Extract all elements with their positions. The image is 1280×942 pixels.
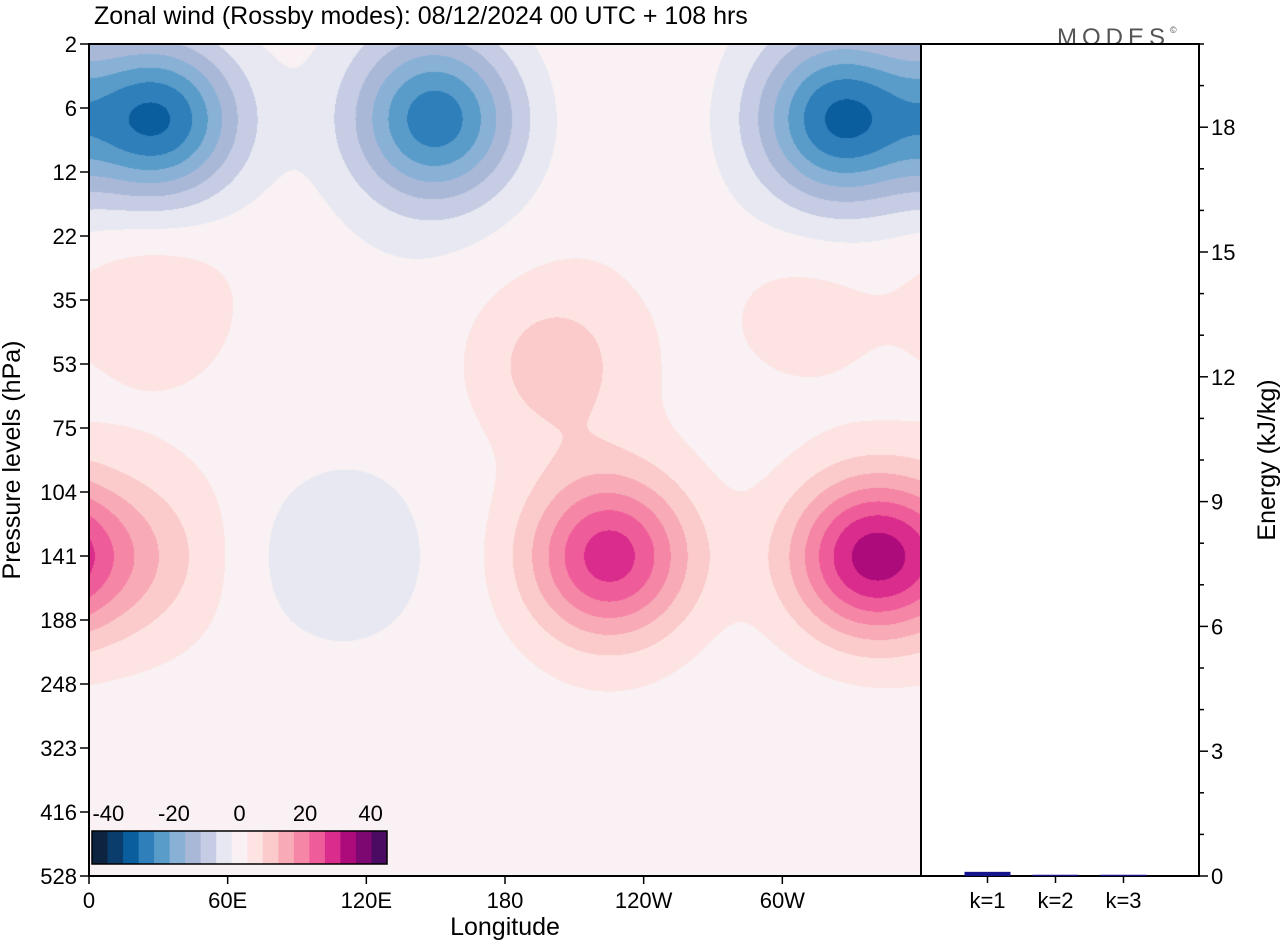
colorbar-cell bbox=[278, 831, 295, 864]
pressure-tick-label: 6 bbox=[65, 96, 77, 121]
energy-bar bbox=[964, 871, 1011, 876]
colorbar-cell bbox=[371, 831, 388, 864]
longitude-tick-label: 60W bbox=[760, 888, 805, 913]
pressure-tick-label: 2 bbox=[65, 32, 77, 57]
colorbar-cell bbox=[231, 831, 248, 864]
energy-tick-label: 15 bbox=[1211, 240, 1235, 265]
pressure-tick-label: 248 bbox=[40, 672, 77, 697]
pressure-tick-label: 35 bbox=[53, 288, 77, 313]
pressure-tick-label: 104 bbox=[40, 480, 77, 505]
zonal-wind-field bbox=[89, 44, 921, 876]
pressure-tick-label: 416 bbox=[40, 800, 77, 825]
colorbar-tick-label: 40 bbox=[358, 801, 382, 826]
pressure-tick-label: 75 bbox=[53, 416, 77, 441]
colorbar-tick-label: -20 bbox=[158, 801, 190, 826]
energy-categories: k=1 k=2 k=3 bbox=[969, 876, 1142, 913]
colorbar-cell bbox=[123, 831, 140, 864]
x-axis-label: Longitude bbox=[450, 913, 560, 941]
colorbar-tick-labels: -40 -20 0 20 40 bbox=[92, 801, 382, 826]
energy-tick-label: 0 bbox=[1211, 864, 1223, 889]
chart-title: Zonal wind (Rossby modes): 08/12/2024 00… bbox=[94, 2, 748, 30]
pressure-tick-label: 141 bbox=[40, 544, 77, 569]
category-label: k=3 bbox=[1105, 888, 1141, 913]
energy-panel: 0 3 6 9 12 15 18 k=1 k=2 k=3 Energy (kJ/kg) bbox=[920, 43, 1280, 913]
colorbar-cell bbox=[169, 831, 186, 864]
pressure-axis: 2 6 12 22 35 53 75 104 141 188 248 323 416 528 bbox=[40, 32, 89, 889]
pressure-tick-label: 528 bbox=[40, 864, 77, 889]
contour-map bbox=[89, 44, 921, 876]
colorbar-tick-label: 0 bbox=[233, 801, 245, 826]
colorbar-cell bbox=[138, 831, 155, 864]
energy-tick-label: 18 bbox=[1211, 115, 1235, 140]
colorbar-cell bbox=[293, 831, 310, 864]
y-axis-label: Pressure levels (hPa) bbox=[0, 341, 26, 580]
energy-bars bbox=[964, 871, 1147, 876]
category-label: k=1 bbox=[969, 888, 1005, 913]
colorbar-cell bbox=[185, 831, 202, 864]
colorbar-cell bbox=[309, 831, 326, 864]
logo-mark: © bbox=[1170, 25, 1182, 35]
colorbar-cell bbox=[107, 831, 124, 864]
energy-tick-label: 6 bbox=[1211, 614, 1223, 639]
colorbar-cell bbox=[340, 831, 357, 864]
colorbar-cell bbox=[154, 831, 171, 864]
pressure-tick-label: 323 bbox=[40, 736, 77, 761]
energy-tick-label: 3 bbox=[1211, 739, 1223, 764]
longitude-tick-label: 180 bbox=[487, 888, 524, 913]
energy-frame bbox=[920, 43, 1200, 877]
category-label: k=2 bbox=[1037, 888, 1073, 913]
energy-bar bbox=[1100, 874, 1147, 876]
colorbar-cell bbox=[355, 831, 372, 864]
longitude-axis: 0 60E 120E 180 120W 60W bbox=[83, 876, 805, 913]
longitude-tick-label: 120W bbox=[615, 888, 673, 913]
colorbar-tick-label: 20 bbox=[293, 801, 317, 826]
longitude-tick-label: 0 bbox=[83, 888, 95, 913]
colorbar-cell bbox=[247, 831, 264, 864]
energy-tick-label: 9 bbox=[1211, 490, 1223, 515]
colorbar-cell bbox=[262, 831, 279, 864]
colorbar-cell bbox=[324, 831, 341, 864]
longitude-tick-label: 60E bbox=[208, 888, 247, 913]
longitude-tick-label: 120E bbox=[341, 888, 392, 913]
pressure-tick-label: 22 bbox=[53, 224, 77, 249]
energy-axis: 0 3 6 9 12 15 18 bbox=[1199, 43, 1235, 889]
energy-bar bbox=[1032, 874, 1079, 876]
colorbar-cell bbox=[200, 831, 217, 864]
energy-axis-label: Energy (kJ/kg) bbox=[1253, 379, 1280, 540]
energy-tick-label: 12 bbox=[1211, 365, 1235, 390]
colorbar-cell bbox=[92, 831, 109, 864]
pressure-tick-label: 188 bbox=[40, 608, 77, 633]
colorbar-frame bbox=[91, 830, 388, 865]
colorbar-cells bbox=[92, 831, 388, 864]
pressure-tick-label: 12 bbox=[53, 160, 77, 185]
colorbar-tick-label: -40 bbox=[92, 801, 124, 826]
colorbar-cell bbox=[216, 831, 233, 864]
colorbar: -40 -20 0 20 40 bbox=[91, 801, 388, 865]
pressure-tick-label: 53 bbox=[53, 352, 77, 377]
